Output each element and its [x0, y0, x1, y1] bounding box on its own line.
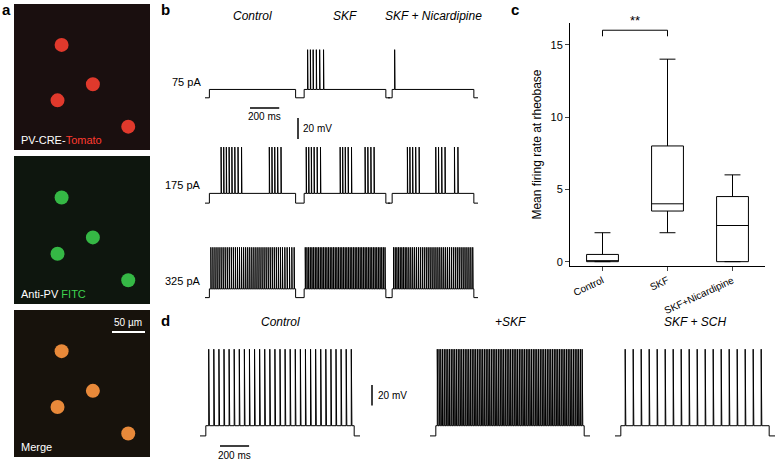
- svg-text:50 µm: 50 µm: [114, 317, 142, 328]
- svg-text:SKF: SKF: [648, 274, 670, 292]
- svg-text:+SKF: +SKF: [495, 315, 526, 329]
- svg-text:Anti-PV FITC: Anti-PV FITC: [21, 288, 86, 300]
- svg-text:a: a: [2, 1, 11, 18]
- svg-text:SKF+Nicardipine: SKF+Nicardipine: [663, 274, 736, 316]
- svg-text:SKF: SKF: [333, 9, 357, 23]
- svg-text:b: b: [161, 1, 170, 18]
- svg-text:Control: Control: [233, 9, 272, 23]
- svg-text:Control: Control: [261, 315, 300, 329]
- svg-text:d: d: [161, 312, 170, 329]
- svg-text:325 pA: 325 pA: [165, 275, 201, 287]
- svg-text:10: 10: [551, 111, 563, 123]
- svg-text:0: 0: [557, 256, 563, 268]
- svg-text:175 pA: 175 pA: [165, 179, 201, 191]
- svg-text:200 ms: 200 ms: [218, 450, 251, 461]
- svg-text:SKF + SCH: SKF + SCH: [664, 315, 726, 329]
- svg-text:Control: Control: [572, 274, 606, 298]
- svg-text:PV-CRE-Tomato: PV-CRE-Tomato: [21, 134, 102, 146]
- svg-text:15: 15: [551, 39, 563, 51]
- svg-text:20 mV: 20 mV: [303, 123, 332, 134]
- svg-text:200 ms: 200 ms: [248, 111, 281, 122]
- svg-text:75 pA: 75 pA: [172, 76, 201, 88]
- svg-text:5: 5: [557, 183, 563, 195]
- svg-text:c: c: [511, 1, 519, 18]
- svg-text:20 mV: 20 mV: [378, 390, 407, 401]
- svg-text:**: **: [630, 13, 640, 28]
- svg-text:Merge: Merge: [21, 441, 52, 453]
- svg-text:Mean firing rate at rheobase: Mean firing rate at rheobase: [530, 69, 544, 219]
- svg-text:SKF + Nicardipine: SKF + Nicardipine: [385, 9, 482, 23]
